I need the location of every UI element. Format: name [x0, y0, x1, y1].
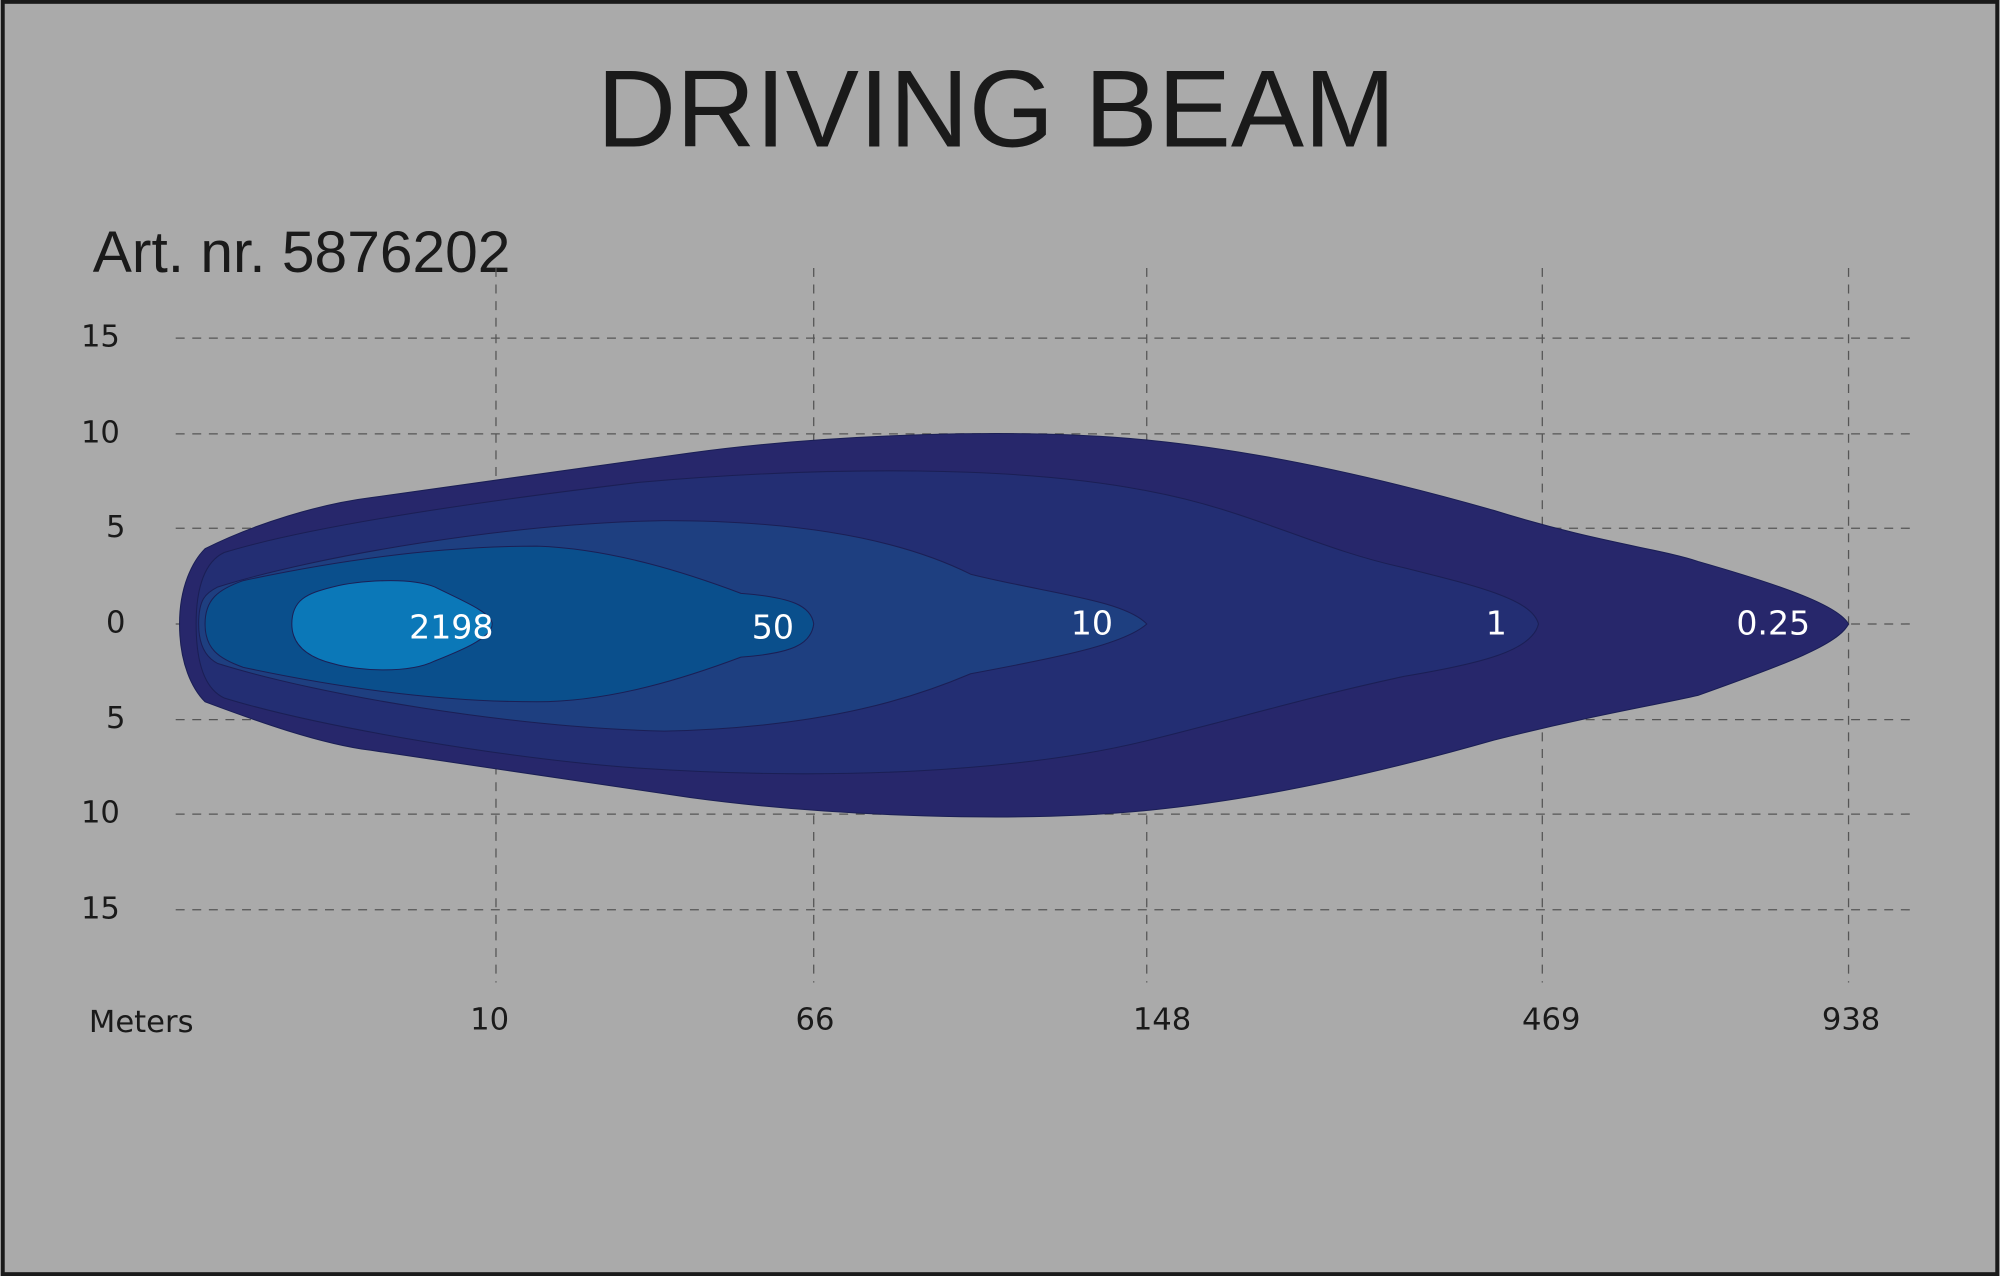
beam: [179, 433, 1850, 818]
x-label: 938: [1822, 1002, 1880, 1037]
y-label: 15: [81, 891, 120, 926]
y-label: 10: [81, 796, 120, 831]
y-label: 0: [106, 605, 125, 640]
x-axis: Meters 10 66 148 469 938: [89, 1002, 1880, 1040]
x-label: 148: [1133, 1002, 1191, 1037]
zone-label: 0.25: [1736, 604, 1810, 643]
x-label: 469: [1522, 1002, 1580, 1037]
zone-labels: 2198 50 10 1 0.25: [409, 604, 1810, 647]
x-label: 66: [796, 1002, 835, 1037]
y-axis: 15 10 5 0 5 10 15: [81, 320, 126, 927]
title: DRIVING BEAM: [597, 48, 1396, 170]
zone-label: 50: [752, 608, 794, 647]
y-label: 10: [81, 415, 120, 450]
zone-label: 2198: [409, 608, 493, 647]
zone-inner: [291, 580, 493, 671]
y-label: 15: [81, 320, 120, 355]
article-number: Art. nr. 5876202: [93, 220, 511, 285]
x-unit: Meters: [89, 1005, 194, 1040]
zone-label: 10: [1071, 604, 1113, 643]
y-label: 5: [106, 701, 125, 736]
x-label: 10: [470, 1002, 509, 1037]
y-label: 5: [106, 510, 125, 545]
zone-label: 1: [1486, 604, 1507, 643]
